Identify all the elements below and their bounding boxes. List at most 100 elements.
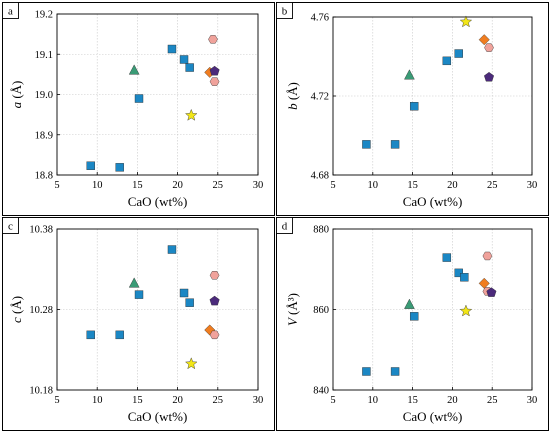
panel-frame: [2, 217, 275, 431]
panel-frame: [276, 217, 549, 431]
panel-tag: b: [282, 6, 288, 18]
panel-tag-box: [2, 2, 19, 19]
data-point-square: [442, 56, 452, 66]
y-tick-label: 19.0: [35, 90, 53, 101]
x-tick-label: 5: [54, 180, 59, 191]
x-tick-label: 15: [407, 180, 418, 191]
data-point-square: [86, 330, 95, 340]
panel-tag-box: [276, 2, 293, 19]
data-point-square: [362, 367, 371, 376]
y-tick-label: 4.68: [311, 171, 329, 182]
data-point-pentagon: [486, 287, 497, 297]
data-point-square: [390, 367, 400, 376]
data-point-hexagon: [484, 43, 494, 52]
data-point-star: [459, 304, 473, 317]
panel-c: 5 10 15 20 25 30 10.18 10.28 10.38 CaO (wt%) c (Å)…: [2, 217, 275, 431]
panel-tag-box: [2, 217, 19, 234]
data-point-square: [460, 273, 469, 282]
y-axis-label: b (Å): [285, 82, 300, 110]
data-point-square: [185, 63, 194, 72]
y-tick-label: 18.9: [35, 130, 53, 141]
x-axis-label: CaO (wt%): [128, 409, 188, 424]
x-tick-label: 30: [527, 180, 538, 191]
x-tick-label: 15: [407, 395, 418, 406]
data-point-pentagon: [484, 71, 495, 82]
data-point-hexagon: [209, 330, 220, 340]
data-point-square: [454, 49, 463, 58]
data-point-square: [167, 245, 177, 254]
x-axis-label: CaO (wt%): [403, 194, 463, 209]
data-point-square: [167, 44, 177, 54]
y-tick-label: 10.28: [29, 305, 53, 316]
panel-d: 5 10 15 20 25 30 840 860 880 CaO (wt%) V (Å³) d: [276, 217, 549, 431]
y-tick-label: 4.72: [311, 92, 329, 103]
data-point-square: [409, 312, 419, 321]
panel-tag-box: [276, 217, 293, 234]
x-tick-label: 25: [213, 180, 224, 191]
panel-frame: [2, 2, 275, 216]
y-tick-label: 10.18: [29, 386, 53, 397]
data-point-square: [134, 94, 144, 103]
x-tick-label: 10: [92, 395, 103, 406]
data-point-diamond: [478, 277, 490, 289]
y-tick-label: 18.8: [35, 171, 53, 182]
x-tick-label: 25: [487, 395, 498, 406]
data-point-square: [86, 161, 95, 170]
panel-a: 5 10 15 20 25 30 18.8 18.9 19.0 19.1 19.2 CaO (wt%)…: [2, 2, 275, 216]
data-point-hexagon: [208, 35, 218, 44]
data-point-pentagon: [209, 295, 220, 306]
data-point-square: [115, 163, 124, 172]
data-point-diamond: [478, 34, 490, 46]
x-tick-label: 30: [527, 395, 538, 406]
data-point-square: [454, 268, 463, 278]
y-tick-label: 880: [313, 225, 329, 236]
data-point-square: [362, 140, 371, 149]
y-tick-label: 840: [313, 386, 329, 397]
data-point-square: [115, 330, 124, 340]
data-point-star: [185, 357, 198, 370]
x-tick-label: 20: [447, 180, 458, 191]
data-point-square: [409, 102, 419, 111]
x-tick-label: 5: [330, 395, 335, 406]
x-tick-label: 5: [330, 180, 335, 191]
y-axis-label: c (Å): [9, 296, 24, 323]
panel-b: 5 10 15 20 25 30 4.68 4.72 4.76 CaO (wt%) b (Å) b: [276, 2, 549, 216]
y-axis-label: V (Å³): [285, 293, 300, 326]
x-tick-label: 10: [368, 180, 379, 191]
y-tick-label: 10.38: [29, 225, 53, 236]
x-tick-label: 30: [253, 395, 264, 406]
x-tick-label: 20: [447, 395, 458, 406]
x-tick-label: 15: [132, 180, 143, 191]
x-tick-label: 10: [368, 395, 379, 406]
x-tick-label: 20: [172, 395, 183, 406]
data-point-triangle: [404, 69, 415, 80]
x-tick-label: 30: [253, 180, 264, 191]
y-tick-label: 4.76: [311, 13, 329, 24]
y-tick-label: 19.2: [35, 10, 53, 21]
data-point-star: [185, 108, 198, 121]
data-point-triangle: [404, 298, 415, 309]
data-point-square: [185, 298, 194, 307]
data-point-hexagon: [482, 251, 493, 261]
x-tick-label: 25: [487, 180, 498, 191]
x-axis-label: CaO (wt%): [403, 409, 463, 424]
y-tick-label: 860: [313, 305, 329, 316]
x-tick-label: 25: [213, 395, 224, 406]
x-tick-label: 5: [54, 395, 59, 406]
data-point-square: [442, 253, 452, 262]
data-point-square: [179, 55, 189, 64]
data-point-square: [134, 290, 144, 299]
data-point-hexagon: [209, 271, 220, 280]
y-tick-label: 19.1: [35, 50, 53, 61]
panel-tag: c: [8, 221, 13, 233]
panel-tag: a: [8, 6, 13, 18]
panel-frame: [276, 2, 549, 216]
data-point-triangle: [128, 277, 140, 288]
data-point-square: [390, 140, 400, 149]
data-point-hexagon: [209, 77, 220, 86]
x-tick-label: 15: [132, 395, 143, 406]
x-axis-label: CaO (wt%): [128, 194, 188, 209]
data-point-triangle: [128, 64, 140, 75]
data-point-pentagon: [209, 65, 220, 76]
